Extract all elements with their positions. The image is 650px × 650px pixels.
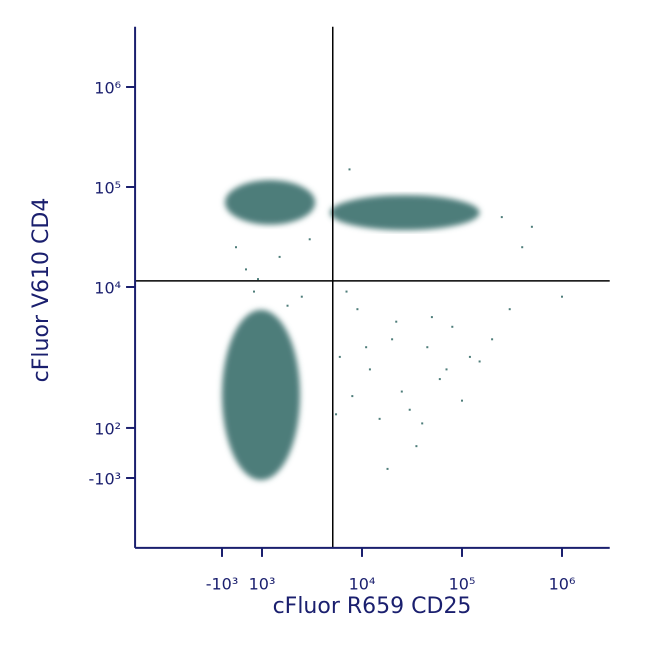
event <box>468 355 471 358</box>
event <box>438 378 441 381</box>
event <box>561 295 563 298</box>
event <box>335 413 338 416</box>
event <box>491 338 494 341</box>
event <box>521 246 524 249</box>
event <box>356 308 359 311</box>
event <box>348 168 351 171</box>
population <box>330 195 480 231</box>
x-tick-label: 10⁵ <box>449 574 476 593</box>
event <box>345 290 348 293</box>
x-tick-label: 10⁴ <box>349 574 376 593</box>
event <box>478 360 481 363</box>
event <box>253 290 255 293</box>
event <box>245 268 247 271</box>
population <box>225 180 316 225</box>
event <box>400 390 403 393</box>
event <box>508 308 511 311</box>
event <box>257 278 259 281</box>
event <box>378 417 381 420</box>
y-tick-label: 10⁵ <box>94 179 121 198</box>
event <box>338 355 341 358</box>
event <box>451 325 454 328</box>
y-tick-label: 10⁴ <box>94 279 121 298</box>
y-tick-label: 10² <box>94 419 121 438</box>
event <box>500 216 503 219</box>
x-tick-label: -10³ <box>206 574 239 593</box>
x-axis-title: cFluor R659 CD25 <box>273 594 472 619</box>
event <box>386 467 389 470</box>
event <box>445 368 448 371</box>
event <box>530 225 533 228</box>
event <box>426 346 429 349</box>
y-tick-label: -10³ <box>89 470 122 489</box>
event <box>351 395 354 398</box>
event <box>278 255 281 258</box>
event <box>235 246 237 249</box>
event <box>365 346 368 349</box>
event <box>300 295 303 298</box>
y-tick-label: 10⁶ <box>94 79 121 98</box>
event <box>308 238 311 241</box>
event <box>408 408 411 411</box>
y-axis-title: cFluor V610 CD4 <box>29 198 54 383</box>
population <box>222 309 301 481</box>
event <box>286 304 289 307</box>
x-tick-label: 10⁶ <box>549 574 576 593</box>
event <box>368 368 371 371</box>
event <box>430 316 433 319</box>
event <box>415 445 418 448</box>
event <box>395 320 398 323</box>
event <box>421 422 424 425</box>
event <box>461 399 463 402</box>
x-tick-label: 10³ <box>249 574 276 593</box>
event <box>391 338 394 341</box>
